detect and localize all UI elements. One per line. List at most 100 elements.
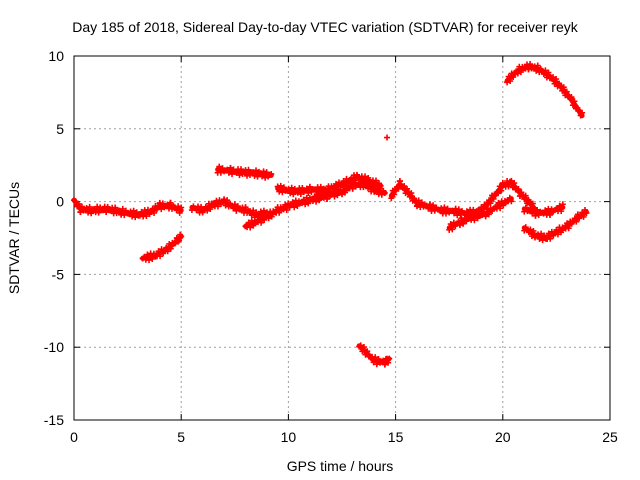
data-point — [401, 183, 408, 190]
data-point — [236, 172, 243, 179]
data-point — [299, 200, 306, 207]
data-point — [100, 207, 107, 214]
data-point — [277, 182, 284, 189]
data-point — [576, 107, 583, 114]
data-point — [305, 200, 312, 207]
data-point — [257, 208, 264, 215]
data-point — [323, 195, 330, 202]
segment-high-arc — [504, 61, 586, 119]
data-point — [214, 203, 221, 210]
data-point — [495, 190, 502, 197]
data-point — [234, 203, 241, 210]
data-point — [457, 211, 464, 218]
data-point — [391, 191, 398, 198]
data-point — [418, 199, 425, 206]
data-point — [83, 205, 90, 212]
data-point — [538, 230, 545, 237]
data-point — [224, 166, 231, 173]
data-point — [542, 207, 549, 214]
data-point — [451, 210, 458, 217]
data-point — [430, 202, 437, 209]
plot-frame — [73, 55, 611, 421]
data-point — [496, 183, 503, 190]
data-point — [381, 361, 388, 368]
data-point — [534, 62, 541, 69]
data-point — [345, 180, 352, 187]
data-point — [160, 250, 167, 257]
data-point — [216, 163, 223, 170]
x-tick-label: 15 — [388, 429, 404, 445]
data-point — [535, 212, 542, 219]
x-tick-label: 10 — [281, 429, 297, 445]
data-point — [167, 199, 174, 206]
data-point — [545, 230, 552, 237]
data-point — [484, 206, 491, 213]
y-tick-label: 10 — [48, 48, 64, 64]
data-point — [557, 229, 564, 236]
data-point — [300, 196, 307, 203]
data-point — [378, 191, 385, 198]
data-point — [95, 209, 102, 216]
data-point — [242, 204, 249, 211]
data-point — [317, 183, 324, 190]
data-point — [447, 221, 454, 228]
data-point — [289, 199, 296, 206]
data-point — [506, 194, 513, 201]
data-point — [258, 219, 265, 226]
data-point — [287, 190, 294, 197]
data-point — [332, 180, 339, 187]
data-point — [264, 211, 271, 218]
data-point — [550, 74, 557, 81]
data-point — [155, 248, 162, 255]
data-point — [550, 232, 557, 239]
segment-deep-dip — [356, 342, 393, 368]
data-point — [449, 226, 456, 233]
segment-dip-late — [521, 206, 590, 244]
data-point — [396, 178, 403, 185]
data-point — [560, 84, 567, 91]
data-point — [207, 206, 214, 213]
data-point — [426, 201, 433, 208]
data-point — [559, 201, 566, 208]
data-point — [335, 179, 342, 186]
data-point — [229, 171, 236, 178]
data-point — [340, 178, 347, 185]
segment-upper-noon — [274, 171, 384, 198]
data-point — [260, 168, 267, 175]
segment-late-low — [521, 201, 566, 219]
data-point — [498, 187, 505, 194]
data-point — [381, 190, 388, 197]
data-point — [290, 191, 297, 198]
data-point — [247, 224, 254, 231]
data-point — [580, 213, 587, 220]
data-point — [360, 178, 367, 185]
data-point — [489, 192, 496, 199]
data-point — [521, 196, 528, 203]
data-points — [71, 61, 590, 368]
data-point — [522, 204, 529, 211]
data-point — [510, 74, 517, 81]
data-point — [297, 191, 304, 198]
data-point — [508, 198, 515, 205]
data-point — [495, 199, 502, 206]
data-point — [294, 189, 301, 196]
data-point — [450, 219, 457, 226]
data-point — [176, 209, 183, 216]
data-point — [414, 203, 421, 210]
data-point — [568, 94, 575, 101]
data-point — [565, 225, 572, 232]
data-point — [415, 197, 422, 204]
data-point — [238, 166, 245, 173]
axes: 0 5 10 15 20 25 -15 -10 -5 0 5 10 — [44, 48, 618, 445]
data-point — [311, 193, 318, 200]
data-point — [408, 190, 415, 197]
data-point — [460, 220, 467, 227]
data-point — [233, 207, 240, 214]
data-point — [245, 166, 252, 173]
data-point — [531, 63, 538, 70]
data-point — [562, 92, 569, 99]
data-point — [259, 173, 266, 180]
data-point — [176, 237, 183, 244]
data-point — [539, 237, 546, 244]
data-point — [540, 210, 547, 217]
